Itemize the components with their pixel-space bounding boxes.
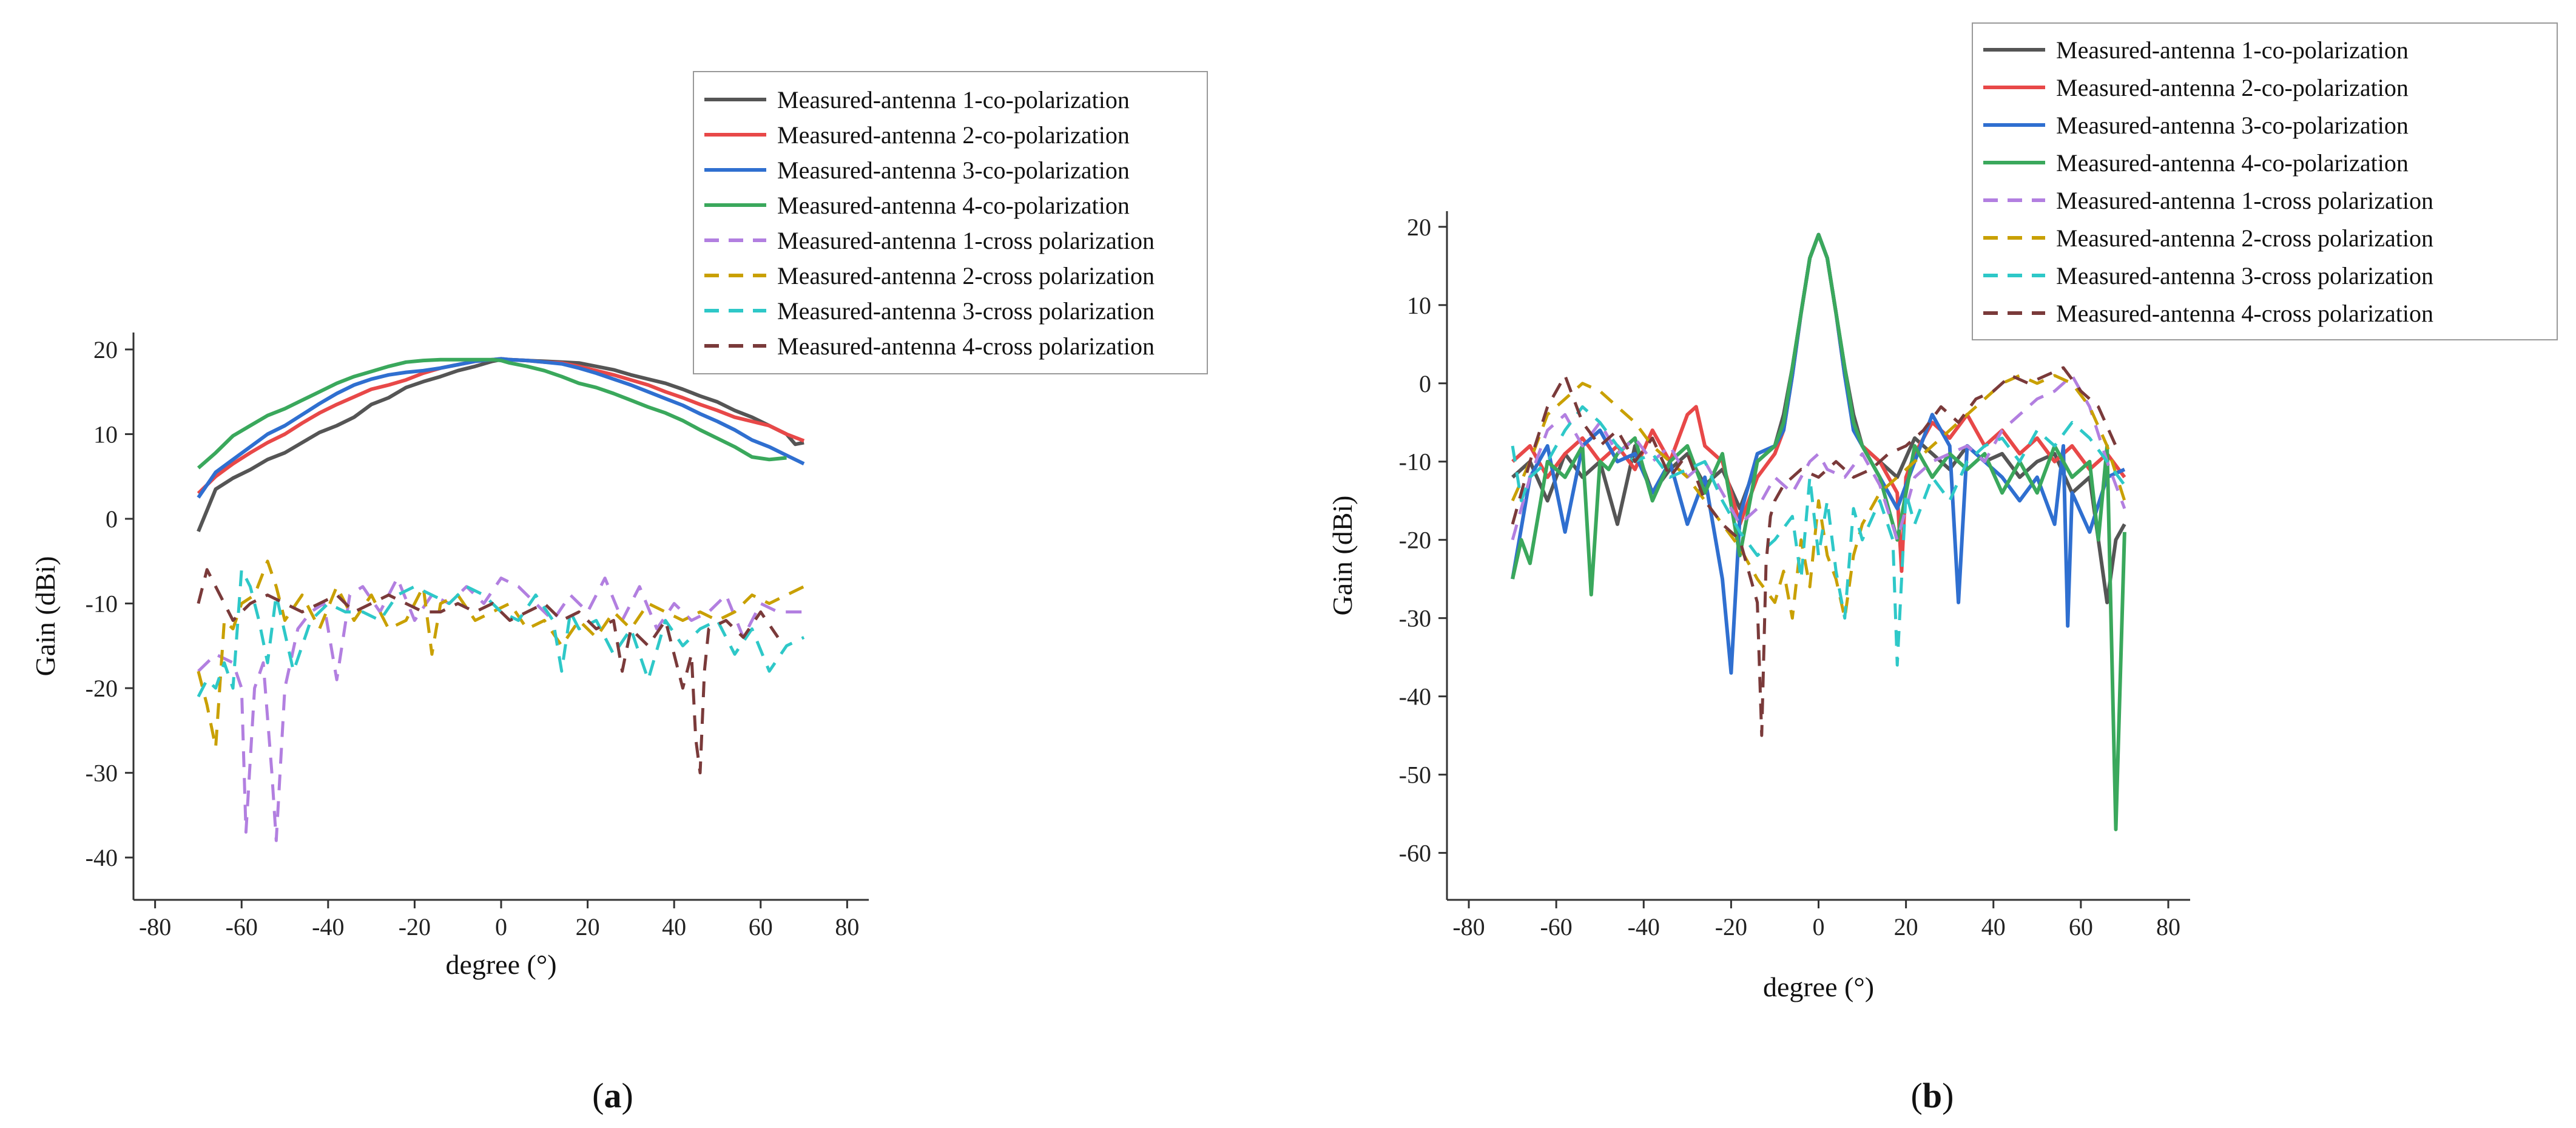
panel-a-label-open: ( [592,1076,604,1115]
panel-b-legend-entry: Measured-antenna 1-cross polarization [2056,187,2433,214]
panel-b: -80 -60 -40 -20 0 20 40 60 80 -60 -50 -40 -30 -20 -10 0… [1327,22,2558,1115]
panel-b-y-axis-title: Gain (dBi) [1327,495,1358,615]
panel-a-series-line-8 [197,568,780,775]
panel-a-x-tick-label: 20 [576,913,600,941]
panel-b-y-tick-label: -50 [1399,762,1431,789]
panel-b-legend-entry: Measured-antenna 2-co-polarization [2056,74,2409,101]
panel-a-series-line-4 [197,357,787,470]
panel-b-label: (b) [1911,1076,1954,1115]
panel-a-label: (a) [592,1076,633,1115]
panel-a-x-tick-label: 60 [749,913,773,941]
panel-a-y-tick-label: -20 [86,675,118,702]
panel-a-y-axis-title: Gain (dBi) [30,556,61,676]
panel-b-y-tick-label: -40 [1399,683,1431,711]
panel-b-series-line-6 [1511,374,2126,620]
panel-b-x-tick-label: -20 [1715,913,1747,941]
panel-a-legend-entry: Measured-antenna 3-cross polarization [777,297,1155,325]
panel-b-series-line-8 [1511,366,2117,737]
panel-b-x-tick-label: 20 [1894,913,1918,941]
panel-a-y-tick-label: 20 [93,336,118,363]
panel-b-y-tick-label: 0 [1419,370,1431,397]
panel-a-x-tick-label: 80 [835,913,859,941]
panel-a-x-tick-label: -20 [399,913,431,941]
panel-b-x-tick-label: 0 [1813,913,1825,941]
panel-b-y-tick-label: -30 [1399,605,1431,632]
panel-a-series-line-2 [197,357,805,495]
panel-a-plot: -80 -60 -40 -20 0 20 40 60 80 -40 -30 -20 -10 0 10 20 [86,333,869,941]
panel-a: -80 -60 -40 -20 0 20 40 60 80 -40 -30 -20 -10 0 10 20 M… [30,71,1208,1115]
panel-b-legend-entry: Measured-antenna 1-co-polarization [2056,36,2409,64]
panel-b-y-tick-label: -10 [1399,448,1431,476]
panel-b-y-tick-label: -20 [1399,527,1431,554]
panel-b-y-tick-label: -60 [1399,840,1431,867]
panel-b-x-tick-label: 40 [1981,913,2006,941]
panel-b-label-letter: b [1923,1076,1942,1115]
panel-b-x-axis-title: degree (°) [1763,971,1874,1002]
panel-a-x-tick-label: 40 [662,913,686,941]
panel-b-legend-entry: Measured-antenna 4-co-polarization [2056,149,2409,177]
panel-a-y-tick-label: -30 [86,760,118,787]
panel-a-x-tick-label: 0 [495,913,507,941]
panel-a-legend-entry: Measured-antenna 2-cross polarization [777,262,1155,289]
panel-a-legend-entry: Measured-antenna 4-cross polarization [777,333,1155,360]
panel-b-legend-box [1972,22,2558,340]
panel-b-y-tick-label: 20 [1407,214,1431,241]
panel-b-legend-entry: Measured-antenna 4-cross polarization [2056,300,2433,327]
panel-a-legend-entry: Measured-antenna 1-cross polarization [777,227,1155,254]
panel-a-x-tick-label: -60 [226,913,258,941]
panel-a-series-line-7 [197,568,805,698]
panel-a-series-line-3 [197,357,805,499]
panel-a-legend-entry: Measured-antenna 1-co-polarization [777,86,1130,113]
panel-b-plot: -80 -60 -40 -20 0 20 40 60 80 -60 -50 -40 -30 -20 -10 0… [1399,211,2190,941]
panel-b-legend-entry: Measured-antenna 2-cross polarization [2056,225,2433,252]
panel-a-series-line-1 [197,357,804,533]
panel-a-y-tick-label: -10 [86,590,118,618]
panel-a-y-tick-label: -40 [86,844,118,871]
panel-a-label-close: ) [622,1076,633,1115]
panel-b-x-tick-label: -60 [1540,913,1572,941]
panel-a-x-tick-label: -80 [139,913,171,941]
panel-a-legend-entry: Measured-antenna 2-co-polarization [777,121,1130,149]
panel-b-label-open: ( [1911,1076,1923,1115]
panel-a-x-tick-label: -40 [312,913,344,941]
panel-b-label-close: ) [1942,1076,1954,1115]
panel-b-x-tick-label: 60 [2069,913,2093,941]
panel-a-legend-entry: Measured-antenna 3-co-polarization [777,157,1130,184]
panel-b-x-tick-label: -80 [1452,913,1485,941]
panel-b-series-line-4 [1511,232,2126,831]
panel-b-series-line-5 [1511,374,2126,542]
panel-b-series-line-7 [1511,405,2126,667]
panel-b-y-tick-label: 10 [1407,292,1431,319]
panel-a-y-tick-label: 10 [93,420,118,448]
panel-b-legend: Measured-antenna 1-co-polarization Measur… [1972,22,2558,340]
panel-a-legend-entry: Measured-antenna 4-co-polarization [777,192,1130,219]
panel-a-series-line-5 [197,576,804,842]
panel-a-y-tick-label: 0 [106,505,118,533]
panel-b-legend-entry: Measured-antenna 3-cross polarization [2056,262,2433,289]
panel-a-label-letter: a [604,1076,622,1115]
panel-a-x-axis-title: degree (°) [445,949,556,980]
panel-b-x-tick-label: 80 [2156,913,2180,941]
panel-a-legend-box [693,71,1208,374]
panel-b-legend-entry: Measured-antenna 3-co-polarization [2056,112,2409,139]
panel-a-legend: Measured-antenna 1-co-polarization Measur… [693,71,1208,374]
panel-b-x-tick-label: -40 [1628,913,1660,941]
